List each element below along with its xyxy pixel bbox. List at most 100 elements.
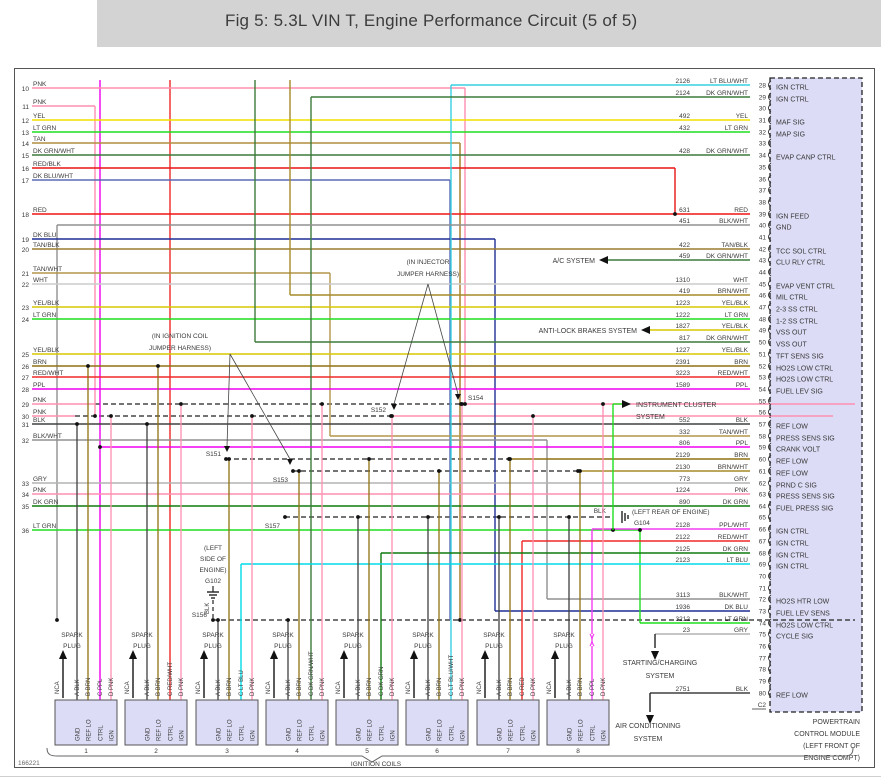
junction-dot [291,469,295,473]
pin-signal-label: GND [776,225,792,232]
ignition-coil-2: SPARK PLUG NCA A BLK B BRN C RED/WHT D PNK GND R… [124,364,188,755]
left-pin-number: 36 [22,528,30,535]
pcm-pin-number: 37 [759,188,767,195]
coil-wire-label-b: B BRN [578,678,584,696]
pcm-pin-number: 31 [759,118,767,125]
pin-socket-icon [768,442,772,452]
junction-dot [638,528,642,532]
circuit-number: 817 [679,335,690,342]
coil-wire-label-b: B BRN [156,678,162,696]
left-pin-number: 21 [22,271,30,278]
pcm-pin-row-63: 63 1224 PNK PRESS SENS SIG [676,487,835,501]
harness-note: (IN INJECTOR [407,259,450,266]
ground-g102-label: SIDE OF [200,556,226,563]
pcm-pin-number: 57 [759,422,767,429]
wire-color-label: PPL [736,382,749,389]
diagram-frame [0,68,881,777]
wire-color-label: LT GRN [33,523,57,530]
coil-wire-label-d: D PNK [179,678,185,696]
system-label: A/C SYSTEM [553,258,596,265]
pcm-pin-number: 34 [759,153,767,160]
junction-dot [673,212,677,216]
pcm-pin-number: 29 [759,95,767,102]
system-arrow-left-icon [599,256,608,264]
pcm-pin-number: 58 [759,434,767,441]
wire-color-label: TAN/WHT [33,266,62,273]
pcm-pin-number: 33 [759,141,767,148]
pin-socket-icon [768,337,772,347]
junction-dot [297,469,301,473]
system-label: INSTRUMENT CLUSTER [636,402,716,409]
spark-plug-arrow-icon [59,650,67,659]
system-arrow-down-icon [646,715,654,724]
coil-box [476,699,540,746]
pcm-pin-row-32: 32 432 LT GRN MAP SIG [679,125,805,139]
coil-wire-label-c: C DK GRN [379,667,385,696]
pin-socket-icon [768,384,772,394]
pcm-pin-row-53: 53 3223 RED/WHT HO2S LOW CTRL [676,370,834,384]
wire-color-label: RED [33,207,47,214]
coil-pin-label: GND [76,727,82,741]
circuit-number: 2129 [676,452,691,459]
ignition-coil-6: SPARK PLUG NCA A BLK B BRN C LT BLU/WHT D PNK G… [405,402,469,755]
circuit-number: 773 [679,476,690,483]
coil-wire-label-d: D PNK [390,678,396,696]
pin-signal-label: FUEL LEV SENS [776,611,830,618]
note-pointer-arrow-icon [455,394,461,400]
coil-pin-label: REF LO [87,719,93,741]
pin-signal-label: IGN CTRL [776,564,809,571]
coil-wire-label-c: C RED/WHT [168,662,174,696]
coil-pin-label: IGN [110,730,116,741]
pcm-pin-row-46: 46 419 BRN/WHT MIL CTRL [289,80,808,302]
circuit-number: 2751 [676,686,691,693]
pcm-pin-row-36: 36 [759,174,772,184]
harness-note: (IN IGNITION COIL [152,333,209,340]
circuit-number: 451 [679,218,690,225]
coil-wire-label-b: B BRN [437,678,443,696]
wire-color-label: LT BLU/WHT [710,78,748,85]
coil-wire-label-a: A BLK [356,679,362,696]
junction-dot [426,515,430,519]
pcm-pin-number: 30 [759,106,767,113]
vertical-wires [56,80,461,700]
coil-box [546,699,610,746]
coil-wire-label-b: B BRN [86,678,92,696]
pcm-caption-line: CONTROL MODULE [794,731,860,738]
circuit-number: 1310 [676,277,691,284]
wire-color-label: RED/WHT [33,370,63,377]
wire-color-label: TAN/WHT [719,429,748,436]
wire-color-label: WHT [33,277,48,284]
pcm-pin-row-76: 76 [759,641,772,651]
wire-color-label: BLK [736,686,749,693]
left-pin-number: 18 [22,212,30,219]
circuit-number: 3212 [676,616,691,623]
wire-color-label: BRN/WHT [718,464,748,471]
pcm-pin-number: 75 [759,632,767,639]
system-label: SYSTEM [646,673,675,680]
note-pointer-arrow-icon [391,404,397,410]
circuit-number: 2391 [676,359,691,366]
coil-pin-label: CTRL [169,725,175,741]
wire-color-label: LT GRN [33,312,57,319]
left-pin-number: 32 [22,438,30,445]
left-pin-row-11: 11 PNK [22,99,96,416]
pin-signal-label: MIL CTRL [776,295,808,302]
pcm-pin-row-29: 29 2124 DK GRN/WHT IGN CTRL [310,90,809,700]
pin-signal-label: REF LOW [776,693,808,700]
pcm-pin-number: 50 [759,340,767,347]
pcm-pin-number: 52 [759,364,767,371]
left-pin-number: 12 [22,118,30,125]
circuit-number: 332 [679,429,690,436]
pin-signal-label: PRESS SENS SIG [776,436,835,443]
coil-wire-label-c: C PPL [590,678,596,696]
coil-pin-label: CTRL [99,725,105,741]
wire-color-label: DK GRN/WHT [706,335,748,342]
pcm-pin-number: 69 [759,562,767,569]
pcm-pin-row-78: 78 [759,664,772,674]
wire-color-label: PNK [33,81,47,88]
pcm-pin-row-39: 39 631 RED IGN FEED [679,207,809,221]
pcm-pin-number: 42 [759,247,767,254]
junction-dot [156,364,160,368]
